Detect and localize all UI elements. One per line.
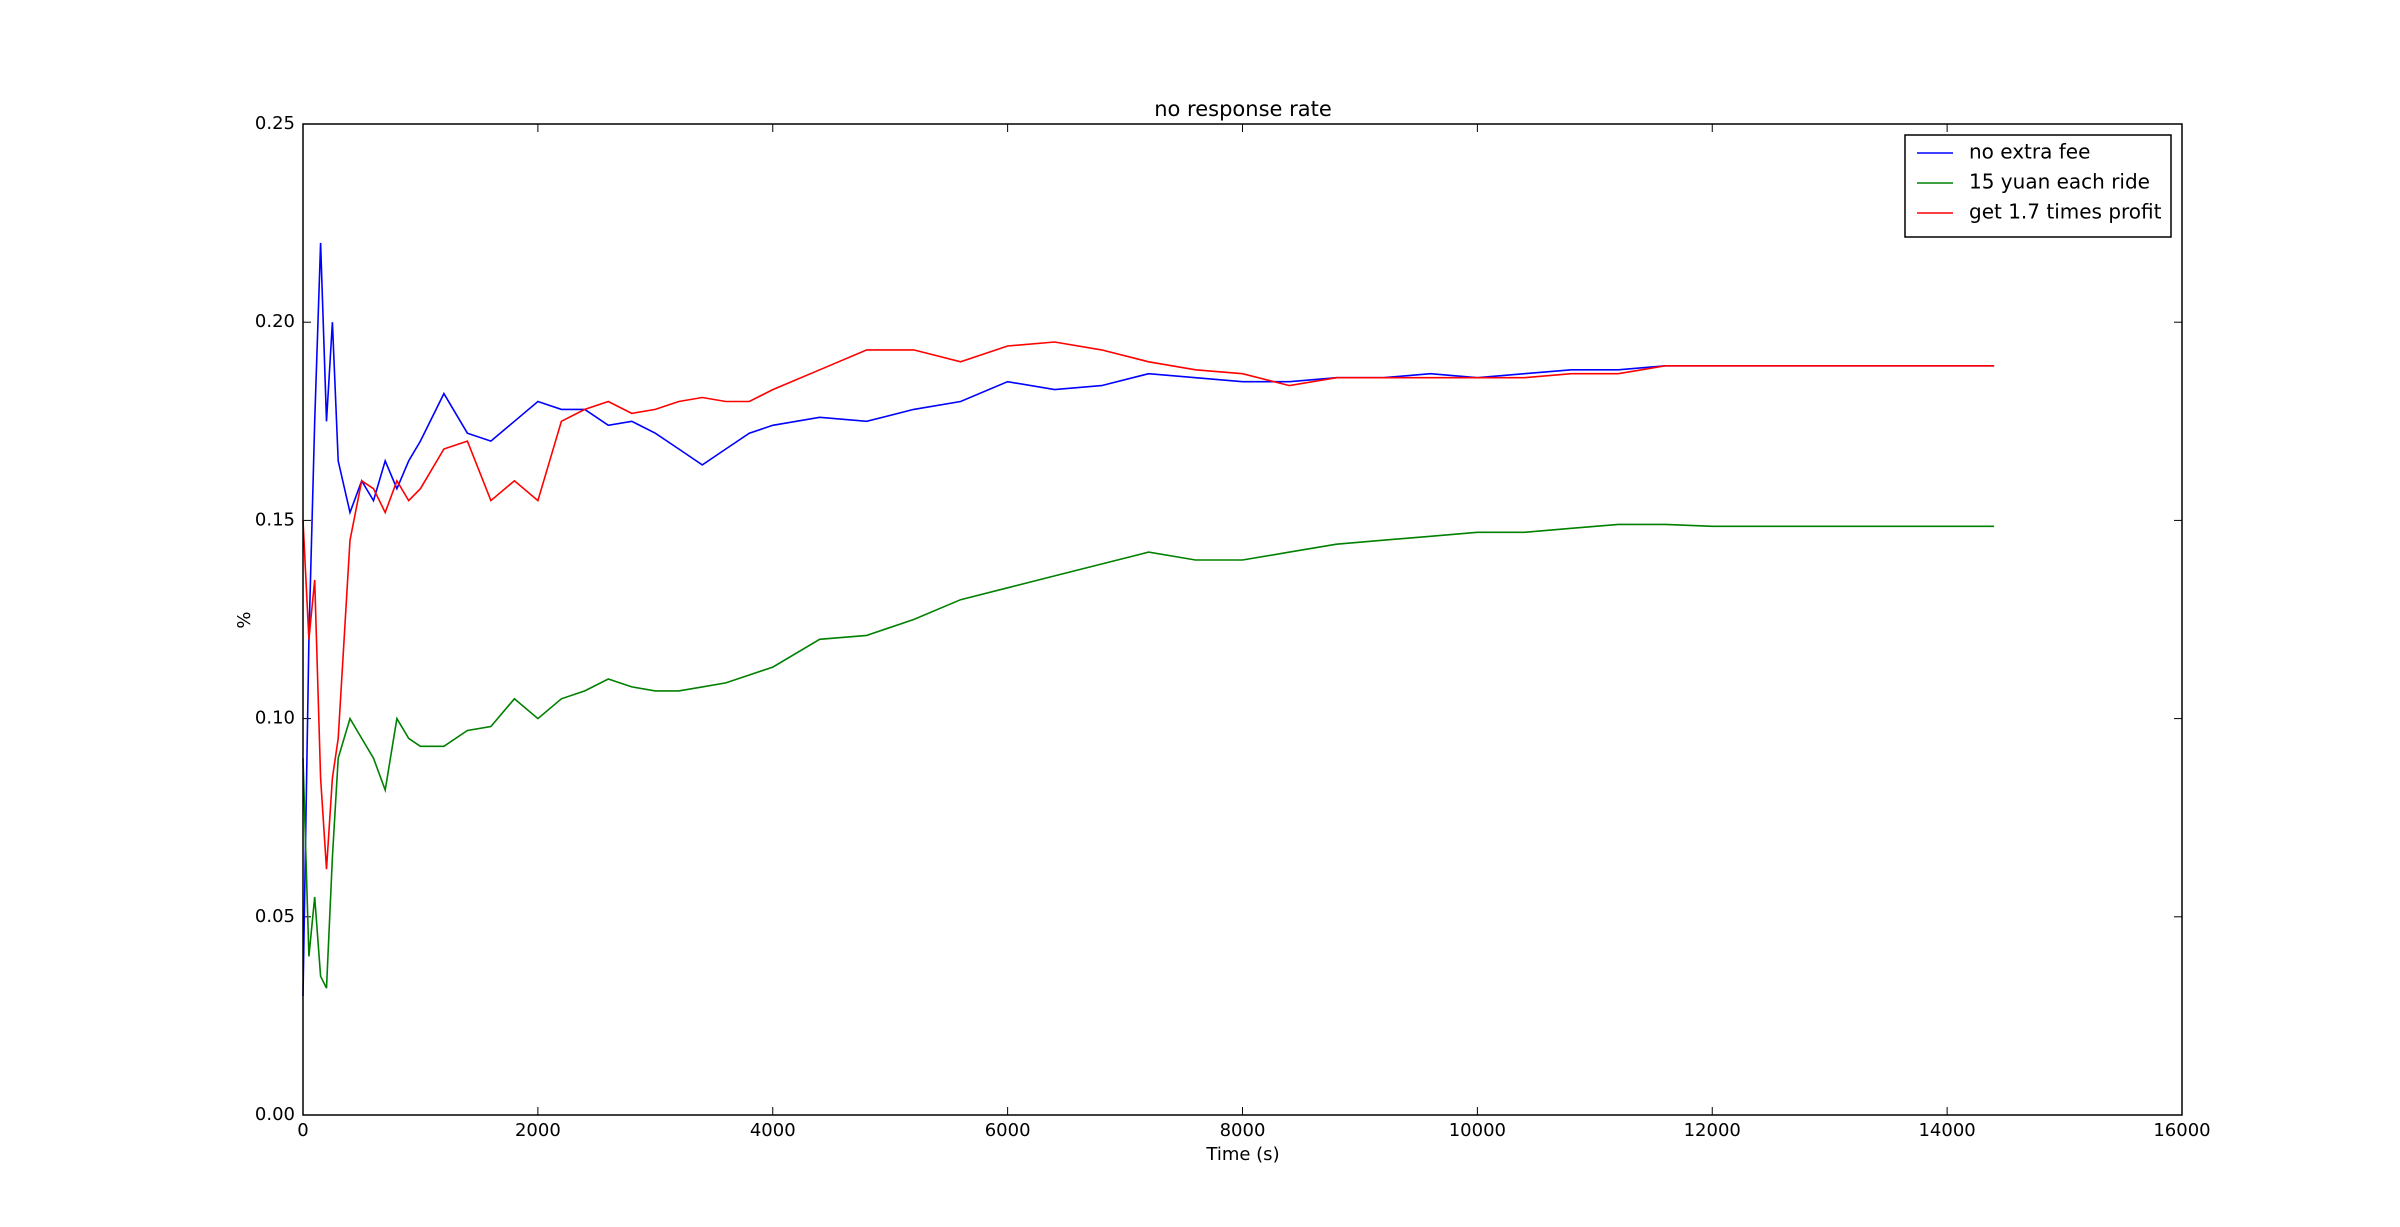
series-line xyxy=(302,341,1995,870)
y-tick-label: 0.05 xyxy=(255,906,295,927)
legend-label: 15 yuan each ride xyxy=(1969,170,2150,194)
x-axis-label: Time (s) xyxy=(1205,1144,1279,1165)
y-tick-label: 0.25 xyxy=(255,113,295,134)
legend-box xyxy=(1904,134,2172,238)
x-tick-label: 6000 xyxy=(985,1120,1031,1141)
series-line xyxy=(302,242,1995,997)
x-tick-label: 4000 xyxy=(750,1120,796,1141)
series-line xyxy=(302,523,1995,989)
y-tick-label: 0.00 xyxy=(255,1104,295,1125)
x-tick-label: 2000 xyxy=(515,1120,561,1141)
chart-title: no response rate xyxy=(1154,97,1332,121)
x-tick-label: 14000 xyxy=(1918,1120,1975,1141)
y-axis-label: % xyxy=(234,611,255,628)
x-tick-label: 12000 xyxy=(1684,1120,1741,1141)
x-tick-label: 16000 xyxy=(2153,1120,2210,1141)
legend-label: no extra fee xyxy=(1969,140,2090,164)
plot-frame xyxy=(302,123,2183,1116)
legend-label: get 1.7 times profit xyxy=(1969,200,2162,224)
x-tick-label: 8000 xyxy=(1220,1120,1266,1141)
y-tick-label: 0.20 xyxy=(255,311,295,332)
x-tick-label: 0 xyxy=(297,1120,308,1141)
y-tick-label: 0.10 xyxy=(255,708,295,729)
x-tick-label: 10000 xyxy=(1449,1120,1506,1141)
y-tick-label: 0.15 xyxy=(255,509,295,530)
